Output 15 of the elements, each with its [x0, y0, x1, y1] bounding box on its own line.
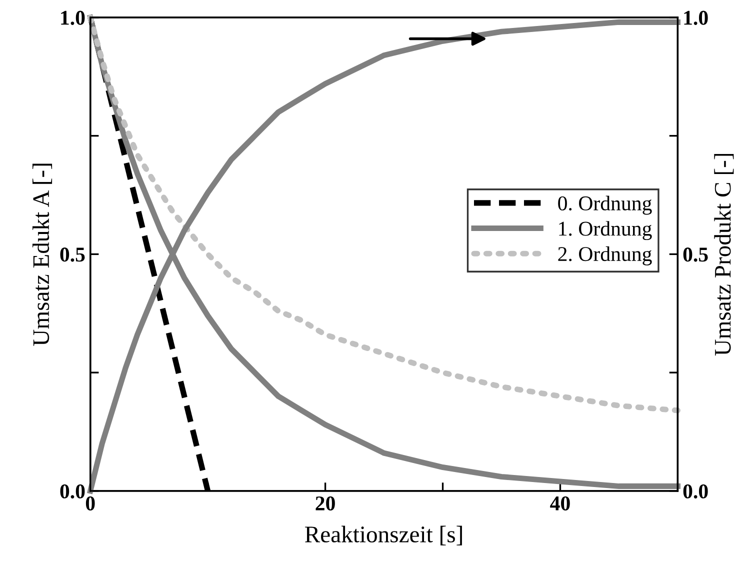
y-axis-title: Umsatz Edukt A [-] [32, 164, 52, 346]
x-tick-label: 40 [550, 496, 570, 510]
legend-label: 0. Ordnung [558, 196, 652, 215]
y2-tick-label: 0.0 [683, 484, 708, 498]
y-tick-label: 0.5 [60, 248, 85, 262]
y-tick-label: 1.0 [61, 10, 85, 25]
legend-label: 1. Ordnung [559, 221, 652, 240]
y2-tick-label: 0.5 [683, 248, 708, 262]
y-tick-label: 0.0 [60, 484, 85, 498]
y2-tick-label: 1.0 [684, 10, 708, 25]
y2-axis-title: Umsatz Produkt C [-] [714, 154, 734, 356]
x-axis-title: Reaktionszeit [s] [305, 526, 462, 546]
x-tick-label: 0 [86, 496, 95, 510]
legend-label: 2. Ordnung [558, 246, 652, 266]
x-tick-label: 20 [316, 496, 335, 510]
